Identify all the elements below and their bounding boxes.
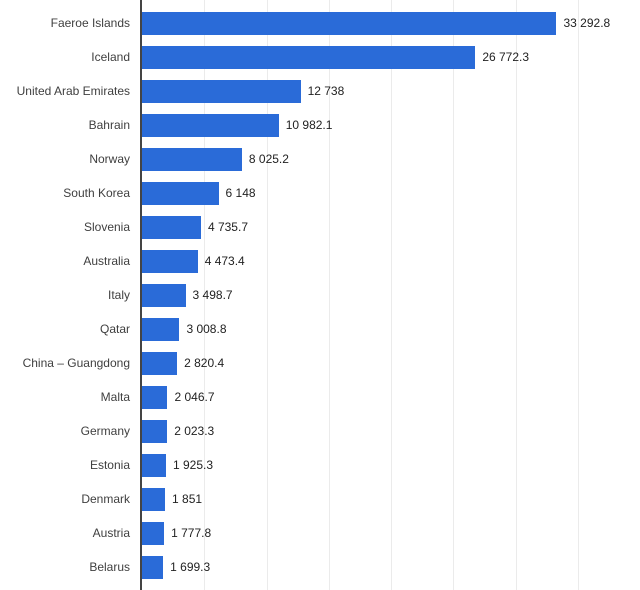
bar-area: 12 738 — [142, 74, 640, 108]
chart-row: Austria 1 777.8 — [0, 516, 640, 550]
value-label: 8 025.2 — [248, 152, 289, 166]
bar-area: 3 008.8 — [142, 312, 640, 346]
bar[interactable] — [142, 45, 476, 69]
category-label: Austria — [92, 526, 130, 540]
bar-area: 2 023.3 — [142, 414, 640, 448]
chart-row: Bahrain 10 982.1 — [0, 108, 640, 142]
category-label: Malta — [100, 390, 130, 404]
bar[interactable] — [142, 521, 165, 545]
value-label: 6 148 — [225, 186, 256, 200]
value-label: 4 473.4 — [204, 254, 245, 268]
value-label: 1 699.3 — [170, 560, 211, 574]
bar-area: 1 699.3 — [142, 550, 640, 584]
gridlines — [142, 0, 640, 590]
chart-row: Belarus 1 699.3 — [0, 550, 640, 584]
value-label: 1 777.8 — [171, 526, 212, 540]
category-label: Faeroe Islands — [50, 16, 130, 30]
category-label: Iceland — [91, 50, 130, 64]
bar-area: 33 292.8 — [142, 6, 640, 40]
chart-row: Italy 3 498.7 — [0, 278, 640, 312]
value-label: 2 023.3 — [174, 424, 215, 438]
bar-area: 2 820.4 — [142, 346, 640, 380]
bar-area: 4 735.7 — [142, 210, 640, 244]
value-label: 2 046.7 — [174, 390, 215, 404]
chart-row: China – Guangdong 2 820.4 — [0, 346, 640, 380]
gridline — [328, 0, 330, 590]
chart-row: South Korea 6 148 — [0, 176, 640, 210]
bar[interactable] — [142, 453, 166, 477]
bar[interactable] — [142, 181, 219, 205]
bar[interactable] — [142, 79, 301, 103]
category-label: Italy — [107, 288, 130, 302]
value-label: 12 738 — [307, 84, 345, 98]
bar[interactable] — [142, 249, 198, 273]
chart-row: Australia 4 473.4 — [0, 244, 640, 278]
bar-area: 10 982.1 — [142, 108, 640, 142]
bar-area: 1 777.8 — [142, 516, 640, 550]
gridline — [391, 0, 392, 590]
category-label: Slovenia — [83, 220, 130, 234]
bar-area: 3 498.7 — [142, 278, 640, 312]
gridline — [266, 0, 268, 590]
chart-row: Iceland 26 772.3 — [0, 40, 640, 74]
bar[interactable] — [142, 487, 166, 511]
chart-row: Slovenia 4 735.7 — [0, 210, 640, 244]
bar[interactable] — [142, 317, 180, 341]
value-label: 1 925.3 — [172, 458, 214, 472]
category-label: United Arab Emirates — [16, 84, 130, 98]
category-label: Norway — [89, 152, 130, 166]
gridline — [515, 0, 517, 590]
chart-row: Malta 2 046.7 — [0, 380, 640, 414]
category-label: Bahrain — [88, 118, 130, 132]
bar-area: 8 025.2 — [142, 142, 640, 176]
value-label: 4 735.7 — [207, 220, 248, 234]
value-label: 26 772.3 — [482, 50, 530, 64]
bar-area: 26 772.3 — [142, 40, 640, 74]
chart-row: Denmark 1 851 — [0, 482, 640, 516]
category-label: Qatar — [99, 322, 130, 336]
category-label: Denmark — [81, 492, 130, 506]
bar[interactable] — [142, 419, 168, 443]
category-label: Estonia — [89, 458, 130, 472]
chart-row: Faeroe Islands 33 292.8 — [0, 6, 640, 40]
bar[interactable] — [142, 113, 279, 137]
gridline — [453, 0, 455, 590]
bar-area: 2 046.7 — [142, 380, 640, 414]
bar-area: 4 473.4 — [142, 244, 640, 278]
bar[interactable] — [142, 283, 186, 307]
bar[interactable] — [142, 11, 557, 35]
value-label: 1 851 — [172, 492, 203, 506]
bar[interactable] — [142, 555, 164, 579]
chart-row: United Arab Emirates 12 738 — [0, 74, 640, 108]
value-label: 3 498.7 — [192, 288, 233, 302]
category-label: Germany — [80, 424, 130, 438]
bar-area: 1 925.3 — [142, 448, 640, 482]
category-label: Australia — [83, 254, 130, 268]
chart-row: Norway 8 025.2 — [0, 142, 640, 176]
bar-area: 6 148 — [142, 176, 640, 210]
bar[interactable] — [142, 147, 242, 171]
category-label: South Korea — [63, 186, 130, 200]
value-label: 33 292.8 — [563, 16, 611, 30]
chart-row: Germany 2 023.3 — [0, 414, 640, 448]
chart-row: Qatar 3 008.8 — [0, 312, 640, 346]
chart-row: Estonia 1 925.3 — [0, 448, 640, 482]
category-label: China – Guangdong — [22, 356, 130, 370]
bar[interactable] — [142, 215, 201, 239]
gridline — [204, 0, 206, 590]
category-label: Belarus — [89, 560, 130, 574]
value-label: 3 008.8 — [186, 322, 227, 336]
value-label: 2 820.4 — [184, 356, 225, 370]
bar-area: 1 851 — [142, 482, 640, 516]
bar[interactable] — [142, 385, 168, 409]
bar[interactable] — [142, 351, 178, 375]
gridline — [577, 0, 579, 590]
y-axis-line — [140, 0, 142, 590]
value-label: 10 982.1 — [285, 118, 333, 132]
